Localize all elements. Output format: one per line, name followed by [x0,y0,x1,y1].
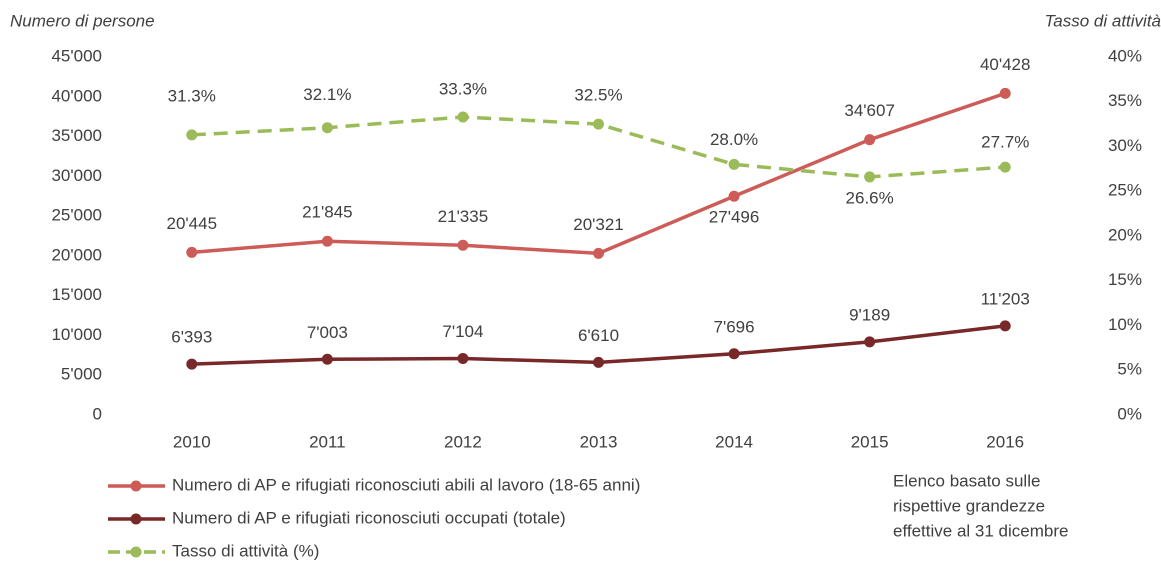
note: effettive al 31 dicembre [893,521,1068,540]
y2-tick-label: 20% [1108,225,1142,244]
data-label: 11'203 [981,289,1030,308]
y2-tick-label: 40% [1108,46,1142,65]
data-point [186,246,198,258]
y-tick-label: 0 [93,404,102,423]
data-label: 33.3% [439,79,487,98]
y-tick-label: 45'000 [51,46,102,65]
data-point [186,358,198,370]
data-point [728,190,740,202]
data-point [321,235,333,247]
data-label: 31.3% [168,86,216,105]
data-label: 34'607 [844,101,895,120]
data-label: 27'496 [709,208,760,227]
data-point [864,134,876,146]
x-tick-label: 2016 [986,432,1024,451]
data-label: 7'696 [714,317,755,336]
x-tick-label: 2014 [715,432,753,451]
y2-tick-label: 35% [1108,91,1142,110]
data-point [864,171,876,183]
data-label: 21'845 [302,203,353,222]
data-label: 7'003 [307,323,348,342]
data-point [186,129,198,141]
data-point [321,353,333,365]
y-axis-title: Numero di persone [10,11,155,30]
x-tick-label: 2011 [309,432,346,451]
data-point [999,87,1011,99]
y-tick-label: 10'000 [51,325,102,344]
data-label: 20'445 [167,214,218,233]
x-tick-label: 2010 [173,432,211,451]
data-point [728,348,740,360]
y2-tick-label: 15% [1108,270,1142,289]
data-label: 32.5% [574,86,622,105]
data-point [999,161,1011,173]
data-point [593,356,604,368]
note: rispettive grandezze [893,496,1045,515]
data-point [728,158,740,170]
data-point [593,247,604,259]
y-tick-label: 25'000 [51,206,102,225]
y-tick-label: 5'000 [61,365,102,384]
y2-tick-label: 10% [1108,315,1142,334]
legend-label: Numero di AP e rifugiati riconosciuti oc… [172,508,566,527]
data-label: 20'321 [573,215,624,234]
y-tick-label: 20'000 [51,245,102,264]
y2-tick-label: 25% [1108,181,1142,200]
data-point [457,352,469,364]
data-label: 32.1% [303,85,351,104]
data-point [593,118,604,130]
legend-marker [130,480,142,492]
y2-tick-label: 0% [1117,404,1142,423]
y-tick-label: 30'000 [51,166,102,185]
data-point [457,239,469,251]
data-label: 28.0% [710,130,758,149]
data-point [457,111,469,123]
y-tick-label: 15'000 [51,285,102,304]
data-label: 7'104 [442,322,483,341]
legend-marker [130,513,142,525]
legend-marker [130,546,142,558]
legend-label: Tasso di attività (%) [172,541,319,560]
data-label: 27.7% [981,133,1029,152]
legend-label: Numero di AP e rifugiati riconosciuti ab… [172,475,640,494]
data-point [864,336,876,348]
data-point [999,320,1011,332]
note: Elenco basato sulle [893,471,1040,490]
y2-tick-label: 30% [1108,136,1142,155]
x-tick-label: 2015 [851,432,889,451]
data-label: 6'393 [171,328,212,347]
x-tick-label: 2013 [580,432,618,451]
y2-axis-title: Tasso di attività [1044,11,1161,30]
data-point [321,122,333,134]
data-label: 9'189 [849,305,890,324]
data-label: 40'428 [980,55,1031,74]
data-label: 6'610 [578,326,619,345]
y-tick-label: 40'000 [51,86,102,105]
x-tick-label: 2012 [444,432,482,451]
data-label: 26.6% [846,188,894,207]
y2-tick-label: 5% [1117,360,1142,379]
data-label: 21'335 [438,207,489,226]
y-tick-label: 35'000 [51,126,102,145]
